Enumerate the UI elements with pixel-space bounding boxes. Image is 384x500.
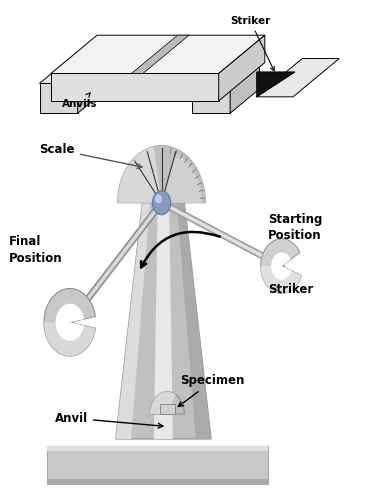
Polygon shape [131, 35, 189, 74]
Wedge shape [118, 146, 162, 203]
Polygon shape [116, 203, 150, 439]
Text: Starting
Position: Starting Position [268, 213, 323, 242]
Circle shape [155, 194, 162, 203]
Wedge shape [162, 154, 202, 203]
Text: Specimen: Specimen [178, 374, 245, 406]
Text: Anvils: Anvils [62, 93, 98, 109]
Wedge shape [44, 322, 95, 356]
Polygon shape [154, 203, 173, 439]
Polygon shape [257, 72, 295, 97]
Wedge shape [271, 252, 291, 280]
Polygon shape [51, 35, 265, 74]
Polygon shape [51, 74, 218, 101]
Polygon shape [256, 58, 339, 97]
Wedge shape [118, 146, 205, 203]
Polygon shape [177, 203, 211, 439]
Polygon shape [47, 446, 268, 484]
Wedge shape [56, 304, 84, 341]
Polygon shape [218, 35, 265, 101]
Circle shape [152, 191, 170, 214]
Polygon shape [40, 59, 107, 84]
Polygon shape [40, 84, 78, 114]
Polygon shape [116, 203, 211, 439]
Polygon shape [230, 59, 260, 114]
Wedge shape [150, 392, 176, 414]
Wedge shape [150, 392, 184, 414]
Polygon shape [257, 72, 295, 97]
Text: Final
Position: Final Position [9, 236, 63, 264]
Wedge shape [261, 238, 301, 294]
Wedge shape [154, 146, 205, 203]
Polygon shape [47, 446, 268, 452]
Text: Striker: Striker [268, 284, 313, 296]
Text: Anvil: Anvil [55, 412, 163, 428]
Wedge shape [44, 288, 95, 356]
Polygon shape [160, 404, 175, 414]
Text: Striker: Striker [230, 16, 274, 71]
Polygon shape [192, 84, 230, 114]
Wedge shape [261, 266, 301, 293]
Polygon shape [192, 59, 260, 84]
Polygon shape [78, 59, 107, 114]
Polygon shape [47, 478, 268, 484]
Text: Scale: Scale [40, 143, 142, 169]
